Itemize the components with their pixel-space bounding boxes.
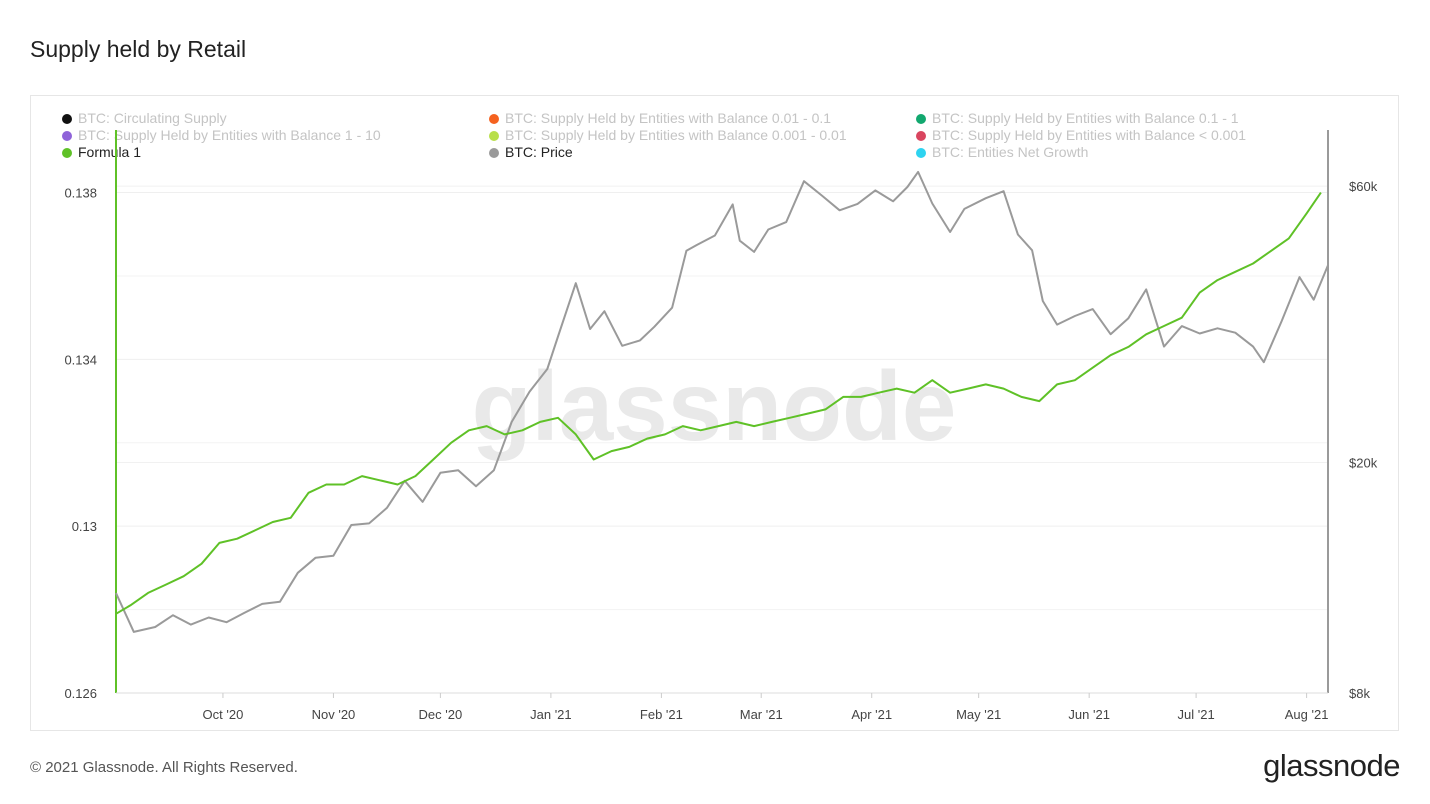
btc-price-line [115, 170, 1329, 633]
legend-dot-icon [489, 131, 499, 141]
legend-item[interactable]: BTC: Supply Held by Entities with Balanc… [489, 110, 831, 126]
legend-item[interactable]: BTC: Supply Held by Entities with Balanc… [489, 127, 847, 143]
legend-item[interactable]: BTC: Supply Held by Entities with Balanc… [916, 110, 1239, 126]
x-axis: Oct '20 Nov '20 Dec '20 Jan '21 Feb '21 Mar '… [116, 692, 1329, 722]
legend-dot-icon [62, 114, 72, 124]
legend-item[interactable]: BTC: Supply Held by Entities with Balanc… [62, 127, 381, 143]
x-tick-label: Aug '21 [1285, 707, 1329, 722]
series-layer [115, 170, 1329, 633]
legend-item[interactable]: BTC: Supply Held by Entities with Balanc… [916, 127, 1246, 143]
legend-label: BTC: Supply Held by Entities with Balanc… [932, 127, 1247, 143]
legend-label: BTC: Supply Held by Entities with Balanc… [505, 110, 832, 126]
legend-label: BTC: Circulating Supply [78, 110, 227, 126]
legend-dot-icon [916, 148, 926, 158]
x-tick-label: Mar '21 [740, 707, 783, 722]
y-left-tick-label: 0.138 [64, 186, 97, 201]
y-left-tick-label: 0.134 [64, 352, 97, 367]
copyright-footer: © 2021 Glassnode. All Rights Reserved. [30, 759, 298, 776]
watermark: glassnode [472, 351, 957, 461]
x-tick-label: Nov '20 [312, 707, 356, 722]
legend-label: BTC: Entities Net Growth [932, 144, 1089, 160]
legend-label: BTC: Supply Held by Entities with Balanc… [78, 127, 381, 143]
x-tick-label: Jun '21 [1068, 707, 1110, 722]
x-tick-label: Oct '20 [203, 707, 244, 722]
legend-dot-icon [916, 114, 926, 124]
legend-label: Formula 1 [78, 144, 142, 160]
x-tick-label: May '21 [956, 707, 1001, 722]
x-tick-label: Jul '21 [1178, 707, 1215, 722]
legend-item[interactable]: BTC: Price [489, 144, 573, 160]
legend-dot-icon [489, 148, 499, 158]
y-right-tick-label: $20k [1349, 455, 1378, 470]
legend-item[interactable]: BTC: Circulating Supply [62, 110, 227, 126]
y-left-tick-label: 0.13 [72, 519, 97, 534]
legend-dot-icon [62, 148, 72, 158]
legend-dot-icon [916, 131, 926, 141]
y-right-tick-label: $60k [1349, 179, 1378, 194]
legend-dot-icon [489, 114, 499, 124]
x-tick-label: Jan '21 [530, 707, 572, 722]
y-left-tick-label: 0.126 [64, 686, 97, 701]
brand-logo: glassnode [1263, 748, 1400, 783]
x-tick-label: Feb '21 [640, 707, 683, 722]
right-axis: $8k $20k $60k [1327, 130, 1378, 701]
chart-frame [30, 95, 1399, 731]
legend-label: BTC: Supply Held by Entities with Balanc… [932, 110, 1239, 126]
legend-item[interactable]: BTC: Entities Net Growth [916, 144, 1088, 160]
left-axis: 0.126 0.13 0.134 0.138 [64, 130, 117, 701]
legend-item[interactable]: Formula 1 [62, 144, 141, 160]
x-tick-label: Dec '20 [419, 707, 463, 722]
legend-dot-icon [62, 131, 72, 141]
legend-label: BTC: Supply Held by Entities with Balanc… [505, 127, 847, 143]
x-tick-label: Apr '21 [851, 707, 892, 722]
formula-1-line [115, 192, 1322, 615]
legend-label: BTC: Price [505, 144, 573, 160]
chart-title: Supply held by Retail [30, 36, 247, 62]
y-right-tick-label: $8k [1349, 686, 1370, 701]
